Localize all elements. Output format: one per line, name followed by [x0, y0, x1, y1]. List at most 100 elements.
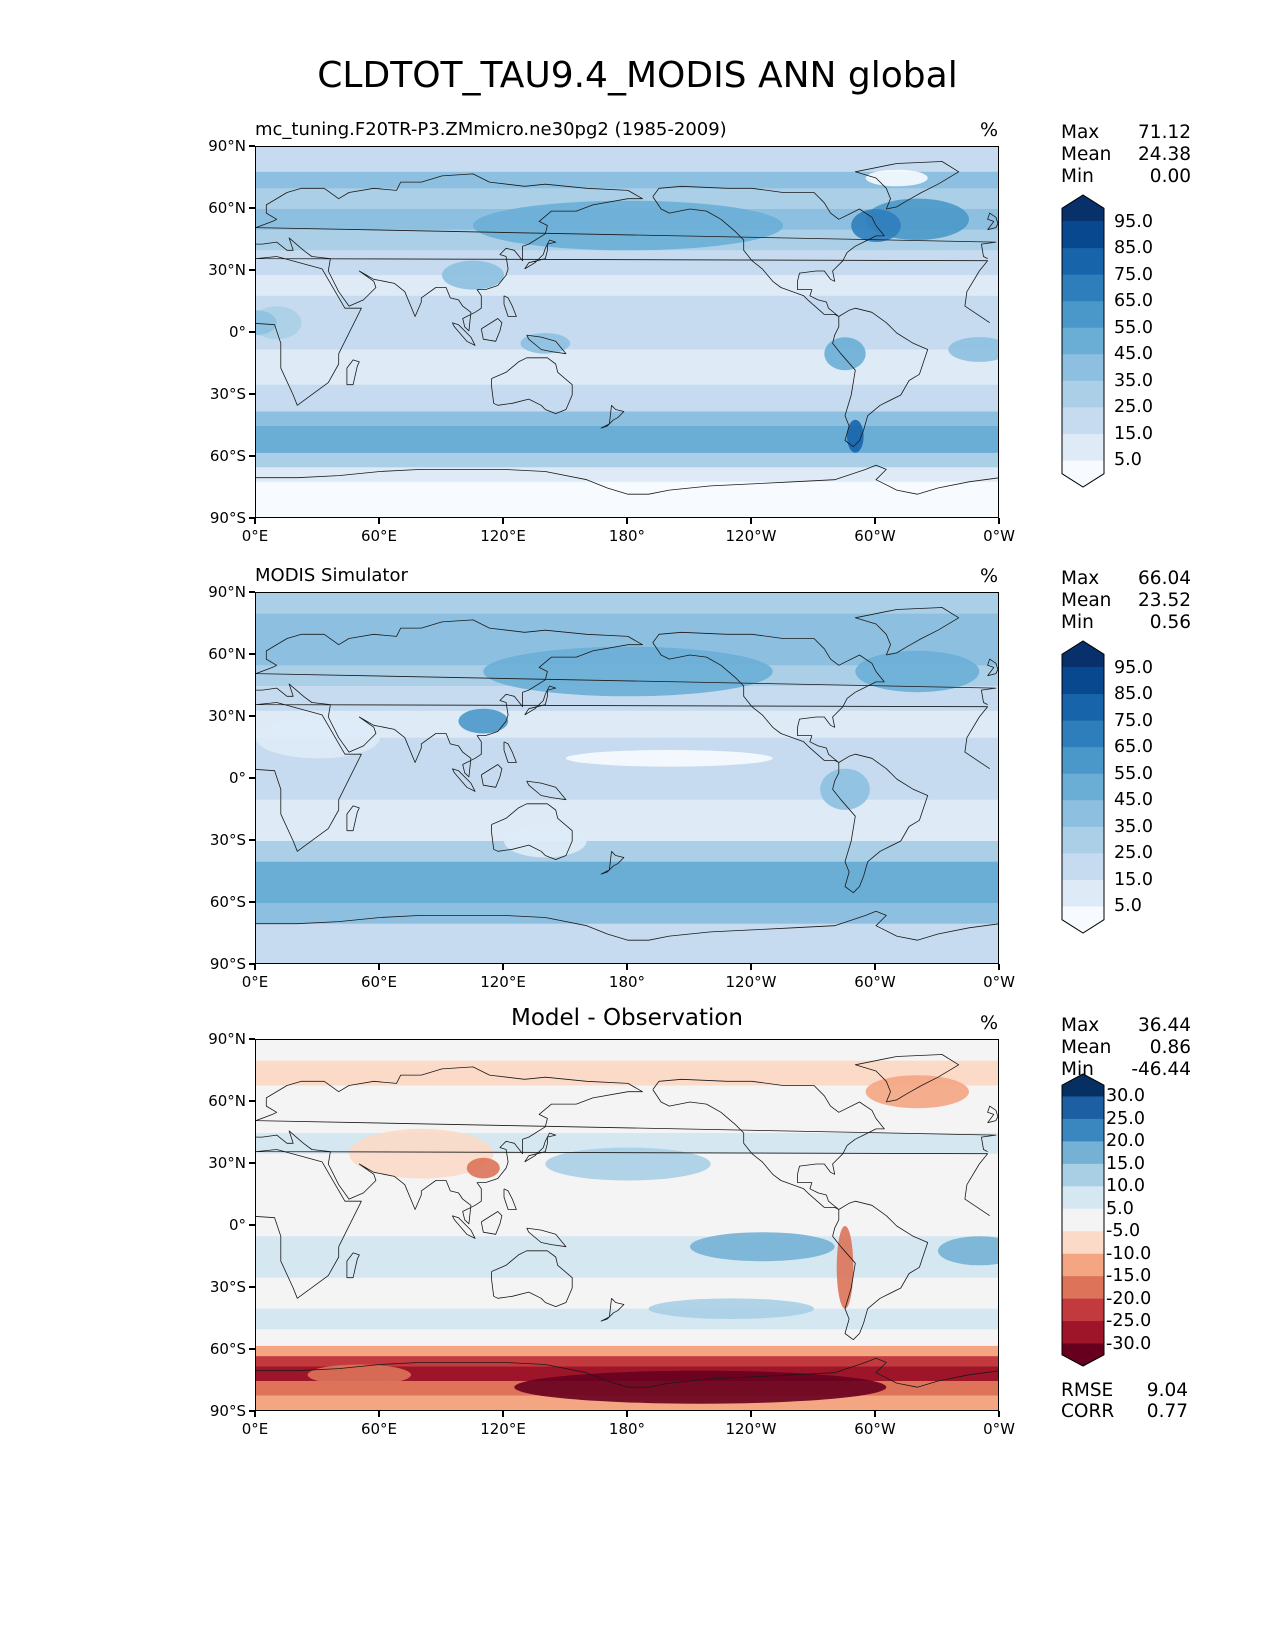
coastline	[524, 685, 557, 716]
coastline	[491, 1250, 573, 1308]
lat-tick	[249, 591, 255, 593]
field-feature	[458, 708, 509, 734]
coastline	[652, 1078, 885, 1210]
field-band	[256, 1345, 998, 1357]
lat-tick	[249, 1286, 255, 1288]
lat-tick-label: 60°N	[208, 199, 246, 217]
colorbar-tick-label: 5.0	[1106, 1198, 1134, 1219]
stat-row: Mean 0.86	[1061, 1037, 1191, 1059]
colorbar-segment	[1062, 327, 1104, 355]
field-band	[256, 593, 998, 615]
lon-tick-label: 120°W	[725, 527, 777, 545]
metric-row: RMSE 9.04	[1061, 1380, 1188, 1401]
colorbar-tick-label: -20.0	[1106, 1288, 1152, 1309]
colorbar-tick-label: 10.0	[1106, 1176, 1145, 1197]
coastline	[987, 658, 998, 677]
lon-tick-label: 180°	[608, 973, 646, 991]
lon-tick	[502, 964, 504, 970]
colorbar-segment	[1062, 906, 1104, 933]
coastline	[256, 464, 998, 495]
colorbar-segment	[1062, 1163, 1104, 1187]
stat-name: Mean	[1061, 144, 1112, 165]
colorbar-segment	[1062, 879, 1104, 907]
colorbar-segment	[1062, 380, 1104, 408]
field-feature	[466, 1157, 500, 1179]
coastline	[524, 1132, 557, 1163]
lat-tick	[249, 963, 255, 965]
stat-value: 0.86	[1149, 1037, 1191, 1058]
colorbar-tick-label: 15.0	[1106, 1153, 1145, 1174]
colorbar-segment	[1062, 694, 1104, 722]
field-feature	[473, 200, 783, 251]
lon-tick	[378, 1411, 380, 1417]
colorbar-segment	[1062, 1074, 1104, 1097]
lon-tick-label: 0°W	[983, 973, 1015, 991]
lon-tick	[626, 1411, 628, 1417]
coastline	[451, 768, 476, 792]
stat-row: Max 66.04	[1061, 568, 1191, 590]
colorbar-tick-label: -15.0	[1106, 1266, 1152, 1287]
colorbar-segment	[1062, 1321, 1104, 1344]
lon-tick	[874, 1411, 876, 1417]
lat-tick	[249, 1162, 255, 1164]
field-feature	[545, 1147, 711, 1181]
field-band	[256, 1356, 998, 1367]
colorbar	[1061, 640, 1105, 934]
field-band	[256, 250, 998, 276]
colorbar-segment	[1062, 274, 1104, 302]
stat-row: Min -46.44	[1061, 1059, 1191, 1081]
units-label: %	[980, 565, 999, 587]
lon-tick-label: 180°	[608, 527, 646, 545]
lon-tick	[254, 1411, 256, 1417]
lat-tick	[249, 1100, 255, 1102]
colorbar-tick-label: 55.0	[1114, 763, 1153, 784]
colorbar-tick-label: 45.0	[1114, 344, 1153, 365]
coastline	[451, 1215, 476, 1239]
field-band	[256, 799, 998, 842]
colorbar-segment	[1062, 1141, 1104, 1165]
field-band	[256, 737, 998, 801]
coastline	[832, 1200, 929, 1341]
colorbar	[1061, 194, 1105, 488]
lat-tick	[249, 1410, 255, 1412]
field-feature	[504, 824, 587, 858]
lon-tick-label: 180°	[608, 1420, 646, 1438]
map-svg	[256, 593, 998, 963]
field-feature	[865, 169, 928, 187]
lat-tick-label: 60°S	[209, 447, 246, 465]
field-feature	[836, 1226, 854, 1309]
stat-name: Max	[1061, 568, 1100, 589]
metric-name: CORR	[1061, 1401, 1115, 1422]
colorbar	[1061, 1073, 1105, 1367]
lat-tick-label: 60°S	[209, 893, 246, 911]
stat-name: Mean	[1061, 1037, 1112, 1058]
coastline	[526, 780, 567, 801]
coastline	[256, 1066, 997, 1225]
colorbar-tick-label: 95.0	[1114, 657, 1153, 678]
colorbar-tick-label: 65.0	[1114, 737, 1153, 758]
field-feature	[442, 260, 504, 290]
lon-tick	[750, 964, 752, 970]
metric-row: CORR 0.77	[1061, 1401, 1188, 1422]
colorbar-tick-label: 75.0	[1114, 710, 1153, 731]
coastline	[480, 764, 503, 788]
coastline	[256, 1149, 362, 1299]
colorbar-tick-label: -5.0	[1106, 1221, 1141, 1242]
colorbar-segment	[1062, 800, 1104, 828]
coastline	[854, 161, 960, 210]
lat-tick-label: 0°	[228, 323, 246, 341]
lat-tick-label: 90°N	[208, 137, 246, 155]
lat-tick	[249, 653, 255, 655]
colorbar-tick-label: -10.0	[1106, 1243, 1152, 1264]
field-band	[256, 1329, 998, 1347]
lon-tick	[998, 518, 1000, 524]
lon-tick-label: 0°W	[983, 1420, 1015, 1438]
colorbar-segment	[1062, 460, 1104, 487]
colorbar-tick-label: 85.0	[1114, 684, 1153, 705]
lon-tick	[378, 518, 380, 524]
stat-name: Min	[1061, 612, 1094, 633]
field-band	[256, 1040, 998, 1062]
coastline	[503, 295, 517, 317]
colorbar-segment	[1062, 667, 1104, 695]
field-feature	[865, 1075, 969, 1109]
